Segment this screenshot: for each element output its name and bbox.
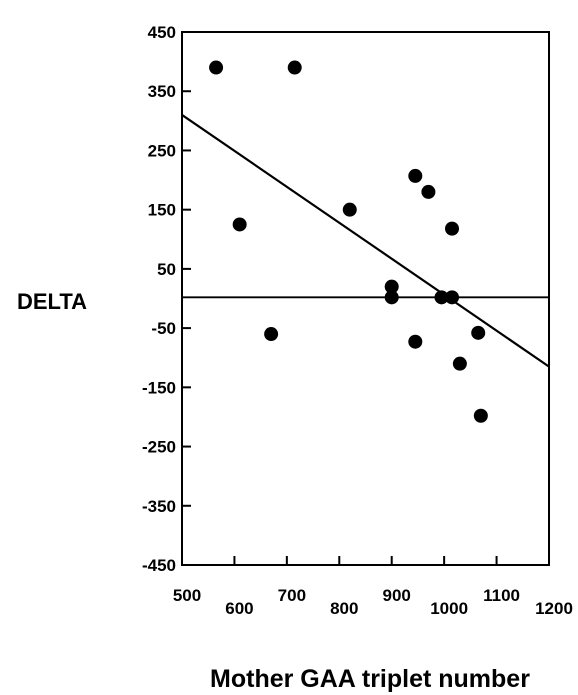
data-point bbox=[473, 408, 488, 423]
x-tick-label: 1100 bbox=[483, 586, 520, 605]
data-point bbox=[445, 290, 460, 305]
y-tick-label: -350 bbox=[142, 497, 176, 516]
x-tick-label: 600 bbox=[225, 599, 253, 618]
chart-lines bbox=[181, 114, 550, 368]
data-point bbox=[384, 290, 399, 305]
data-point bbox=[209, 60, 224, 75]
y-axis-label: DELTA bbox=[17, 289, 87, 314]
y-tick-label: -250 bbox=[142, 438, 176, 457]
data-point bbox=[434, 290, 449, 305]
data-point bbox=[287, 60, 302, 75]
y-axis-ticks: 450 350 250 150 50 -50 -150 -250 -350 -450 bbox=[142, 23, 191, 575]
data-point bbox=[471, 325, 486, 340]
x-tick-label: 500 bbox=[173, 586, 201, 605]
y-tick-label: 450 bbox=[148, 23, 176, 42]
y-tick-label: 50 bbox=[157, 260, 176, 279]
y-tick-label: -50 bbox=[151, 319, 176, 338]
y-tick-label: 250 bbox=[148, 141, 176, 160]
data-point bbox=[421, 184, 436, 199]
data-point bbox=[408, 168, 423, 183]
data-point bbox=[232, 217, 247, 232]
x-tick-label: 900 bbox=[383, 586, 411, 605]
data-point bbox=[408, 334, 423, 349]
y-tick-label: -450 bbox=[142, 556, 176, 575]
regression-line bbox=[181, 114, 550, 368]
x-tick-label: 1200 bbox=[535, 599, 573, 618]
x-axis-label: Mother GAA triplet number bbox=[210, 665, 530, 693]
y-tick-label: 150 bbox=[148, 201, 176, 220]
data-points bbox=[209, 60, 488, 423]
plot-frame bbox=[181, 31, 550, 566]
y-tick-label: 350 bbox=[148, 82, 176, 101]
data-point bbox=[264, 327, 279, 342]
data-point bbox=[452, 356, 467, 371]
y-tick-label: -150 bbox=[142, 378, 176, 397]
x-tick-label: 1000 bbox=[430, 599, 468, 618]
data-point bbox=[445, 221, 460, 236]
x-tick-label: 700 bbox=[278, 586, 306, 605]
data-point bbox=[384, 279, 399, 294]
data-point bbox=[342, 202, 357, 217]
x-tick-label: 800 bbox=[330, 599, 358, 618]
x-axis-ticks: 500 600 700 800 900 1000 1100 1200 bbox=[173, 556, 573, 618]
